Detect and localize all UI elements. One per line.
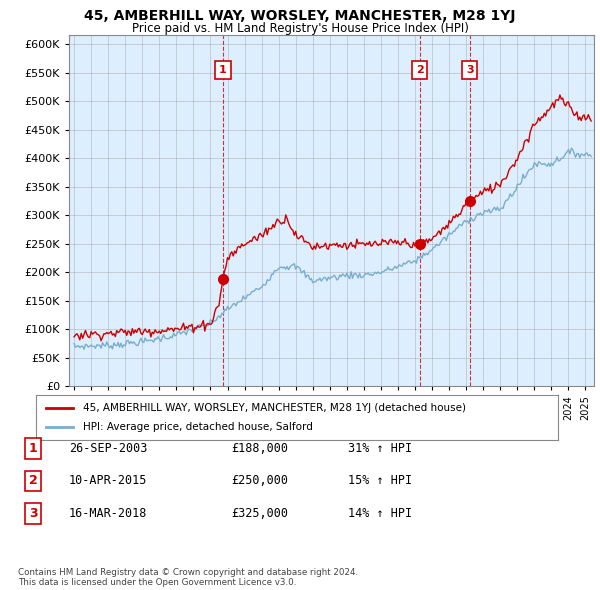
Text: Contains HM Land Registry data © Crown copyright and database right 2024.: Contains HM Land Registry data © Crown c… [18,568,358,577]
Text: £250,000: £250,000 [231,474,288,487]
Text: £325,000: £325,000 [231,507,288,520]
Text: HPI: Average price, detached house, Salford: HPI: Average price, detached house, Salf… [83,422,313,432]
Text: This data is licensed under the Open Government Licence v3.0.: This data is licensed under the Open Gov… [18,578,296,587]
Text: 1: 1 [29,442,37,455]
Text: 15% ↑ HPI: 15% ↑ HPI [348,474,412,487]
Text: 3: 3 [466,65,473,75]
Text: 1: 1 [219,65,227,75]
Text: £188,000: £188,000 [231,442,288,455]
Text: 16-MAR-2018: 16-MAR-2018 [69,507,148,520]
Text: 10-APR-2015: 10-APR-2015 [69,474,148,487]
Text: Price paid vs. HM Land Registry's House Price Index (HPI): Price paid vs. HM Land Registry's House … [131,22,469,35]
Text: 45, AMBERHILL WAY, WORSLEY, MANCHESTER, M28 1YJ: 45, AMBERHILL WAY, WORSLEY, MANCHESTER, … [84,9,516,23]
Text: 45, AMBERHILL WAY, WORSLEY, MANCHESTER, M28 1YJ (detached house): 45, AMBERHILL WAY, WORSLEY, MANCHESTER, … [83,403,466,412]
Text: 2: 2 [416,65,424,75]
Text: 14% ↑ HPI: 14% ↑ HPI [348,507,412,520]
Text: 26-SEP-2003: 26-SEP-2003 [69,442,148,455]
Text: 31% ↑ HPI: 31% ↑ HPI [348,442,412,455]
Text: 3: 3 [29,507,37,520]
Text: 2: 2 [29,474,37,487]
